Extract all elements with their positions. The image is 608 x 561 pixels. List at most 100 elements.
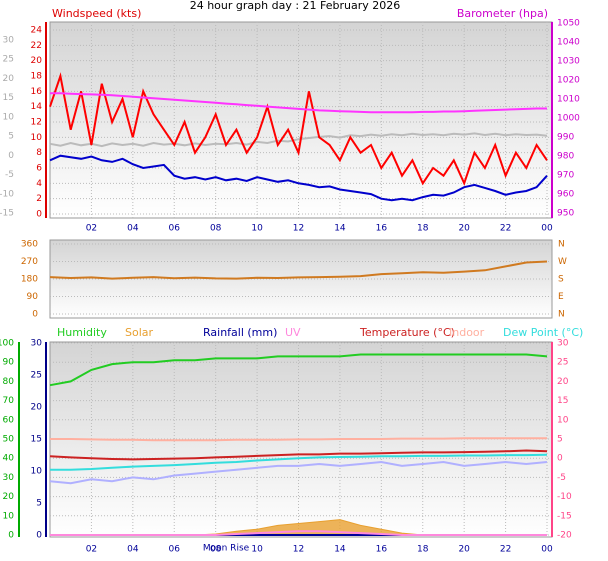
y2-tick-label: 1020	[557, 76, 580, 86]
y3-tick-label: -10	[0, 189, 14, 199]
y3-tick-label: 25	[3, 55, 14, 65]
y2-tick-label: 950	[557, 209, 574, 219]
y2-tick-label: N	[558, 240, 565, 250]
x-tick-label: 06	[169, 545, 181, 555]
x-tick-label: 20	[458, 224, 470, 234]
x-tick-label: 04	[127, 224, 139, 234]
y2-tick-label: 15	[31, 435, 42, 445]
y2-tick-label: 0	[36, 531, 42, 541]
y2-tick-label: 20	[31, 403, 43, 413]
x-tick-label: 12	[293, 545, 304, 555]
y-tick-label: 80	[3, 377, 15, 387]
y3-tick-label: 0	[8, 151, 14, 161]
x-tick-label: 00	[541, 545, 553, 555]
y2-tick-label: 10	[31, 467, 43, 477]
y2-tick-label: 1040	[557, 38, 580, 48]
x-tick-label: 16	[376, 224, 388, 234]
x-tick-label: 22	[500, 545, 511, 555]
series-line	[50, 437, 547, 442]
x-tick-label: 22	[500, 224, 511, 234]
legend-entry: Temperature (°C)	[359, 326, 455, 339]
series-line	[49, 132, 548, 148]
y2-tick-label: S	[558, 275, 564, 285]
x-tick-label: 20	[458, 545, 470, 555]
y-tick-label: 20	[3, 492, 15, 502]
x-tick-label: 02	[86, 545, 97, 555]
series-line	[49, 353, 548, 387]
y-axis-title: Windspeed (kts)	[52, 7, 141, 20]
series-line	[49, 154, 548, 202]
y2-tick-label: 1010	[557, 95, 580, 105]
y-tick-label: 10	[31, 133, 43, 143]
y-tick-label: 24	[31, 26, 43, 36]
y-tick-label: 4	[36, 179, 42, 189]
y-tick-label: 360	[21, 240, 38, 250]
y2-tick-label: E	[558, 292, 564, 302]
y3-tick-label: -20	[557, 531, 572, 541]
x-tick-label: 04	[127, 545, 139, 555]
y2-tick-label: 30	[31, 339, 43, 349]
y3-tick-label: 20	[3, 74, 15, 84]
y2-tick-label: 5	[36, 499, 42, 509]
y-tick-label: 20	[31, 56, 43, 66]
plot-area	[49, 21, 553, 219]
y3-tick-label: -15	[557, 511, 572, 521]
y-tick-label: 0	[32, 310, 38, 320]
y-tick-label: 14	[31, 102, 43, 112]
y-tick-label: 10	[3, 511, 15, 521]
y2-tick-label: 990	[557, 133, 574, 143]
y3-tick-label: 25	[557, 358, 568, 368]
y3-tick-label: 15	[3, 93, 14, 103]
y-tick-label: 180	[21, 275, 38, 285]
series-line	[49, 449, 548, 461]
y-tick-label: 90	[27, 292, 39, 302]
x-tick-label: 14	[334, 545, 346, 555]
legend-entry: Rainfall (mm)	[203, 326, 277, 339]
legend-entry: Humidity	[57, 326, 107, 339]
y2-tick-label: N	[558, 310, 565, 320]
y3-tick-label: 10	[3, 112, 15, 122]
x-tick-label: 06	[169, 224, 181, 234]
y3-tick-label: -5	[557, 473, 566, 483]
y3-tick-label: 0	[557, 454, 563, 464]
chart-title: 24 hour graph day : 21 February 2026	[190, 0, 401, 12]
y-tick-label: 50	[3, 435, 15, 445]
x-tick-label: 08	[210, 224, 222, 234]
y-tick-label: 100	[0, 339, 14, 349]
y3-tick-label: -15	[0, 209, 14, 219]
y2-tick-label: 1030	[557, 57, 580, 67]
legend-entry: Indoor	[449, 326, 485, 339]
x-tick-label: 00	[541, 224, 553, 234]
series-line	[50, 453, 548, 471]
y2-tick-label: 1000	[557, 114, 580, 124]
x-tick-label: 14	[334, 224, 346, 234]
y3-tick-label: 10	[557, 415, 569, 425]
y2-tick-label: 970	[557, 171, 574, 181]
x-tick-label: 10	[251, 545, 263, 555]
y-tick-label: 0	[8, 531, 14, 541]
y-tick-label: 30	[3, 473, 15, 483]
x-tick-label: 18	[417, 224, 429, 234]
y3-tick-label: -5	[5, 170, 14, 180]
y-tick-label: 90	[3, 358, 15, 368]
y-tick-label: 60	[3, 415, 15, 425]
annotation: Moon Rise	[203, 544, 250, 554]
y3-tick-label: 5	[8, 132, 14, 142]
x-tick-label: 10	[251, 224, 263, 234]
x-tick-label: 12	[293, 224, 304, 234]
y-tick-label: 2	[36, 194, 42, 204]
y2-tick-label: 980	[557, 152, 574, 162]
x-tick-label: 08	[210, 545, 222, 555]
legend-entry: Solar	[125, 326, 154, 339]
y-tick-label: 12	[31, 118, 42, 128]
x-tick-label: 18	[417, 545, 429, 555]
y-tick-label: 270	[21, 257, 38, 267]
legend-entry: UV	[285, 326, 301, 339]
x-tick-label: 16	[376, 545, 388, 555]
y-tick-label: 18	[31, 72, 43, 82]
legend-entry: Dew Point (°C)	[503, 326, 583, 339]
y3-tick-label: 15	[557, 396, 568, 406]
y-tick-label: 70	[3, 396, 15, 406]
y3-tick-label: 20	[557, 377, 569, 387]
